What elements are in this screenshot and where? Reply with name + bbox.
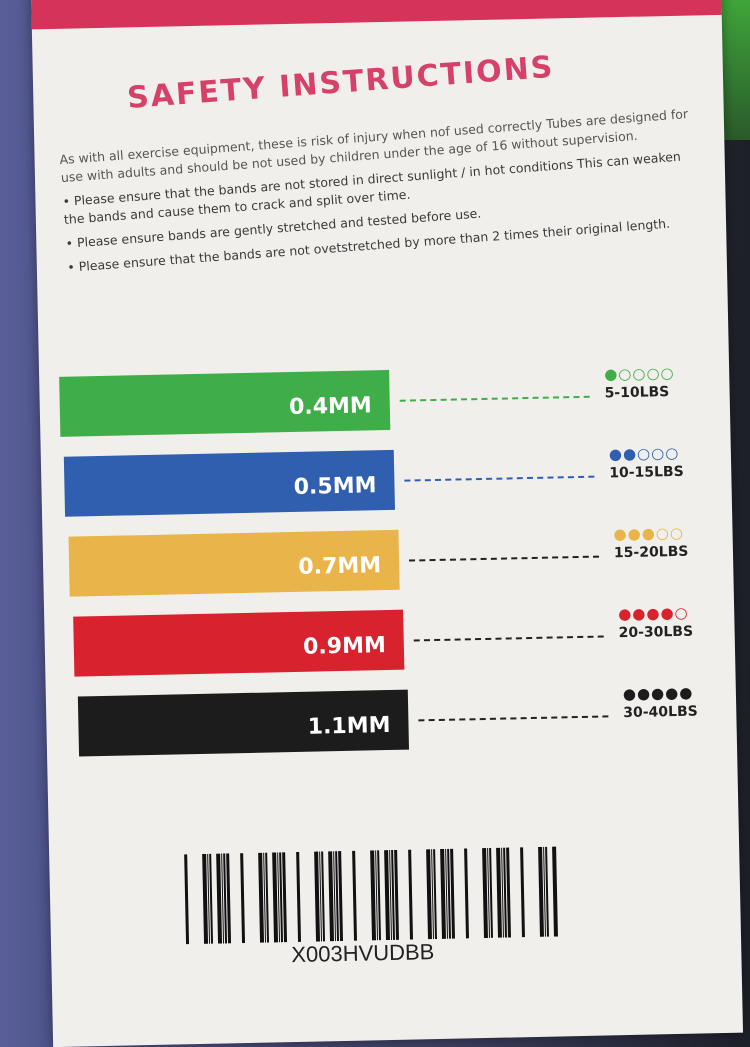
- barcode-bar: [240, 853, 246, 944]
- barcode-bar: [501, 847, 504, 938]
- barcode-bar: [279, 852, 284, 943]
- barcode-bar: [263, 852, 267, 943]
- barcode-bar: [487, 847, 490, 938]
- barcode-bar: [216, 853, 223, 944]
- band-row: 1.1MM ●●●●● 30-40LBS: [77, 683, 728, 777]
- resistance-label: 10-15LBS: [609, 463, 684, 482]
- barcode-bar: [377, 850, 382, 941]
- dashed-connector: [399, 395, 590, 402]
- barcode-bar: [314, 851, 321, 942]
- barcode-bar: [464, 848, 469, 939]
- resistance-label: 5-10LBS: [604, 384, 670, 402]
- barcode-bar: [328, 851, 335, 942]
- barcode-bar: [426, 849, 432, 940]
- resistance-label: 15-20LBS: [613, 543, 689, 562]
- barcode-bar: [370, 850, 377, 941]
- barcode-bar: [496, 847, 502, 938]
- barcode-bar: [352, 850, 358, 941]
- barcode-bar: [338, 851, 344, 942]
- barcode-bar: [450, 848, 455, 939]
- band-swatch: 1.1MM: [77, 689, 410, 757]
- barcode-bar: [489, 847, 493, 938]
- barcode-bar: [221, 853, 225, 944]
- band-row: 0.5MM ●●○○○ 10-15LBS: [63, 443, 723, 537]
- band-swatch: 0.4MM: [59, 369, 391, 437]
- product-box: SAFETY INSTRUCTIONS As with all exercise…: [30, 0, 744, 1047]
- barcode-bar: [207, 853, 211, 944]
- resistance-dots: ●●●○○: [613, 523, 685, 544]
- band-row: 0.7MM ●●●○○ 15-20LBS: [68, 523, 724, 617]
- barcode-bar: [258, 852, 265, 943]
- barcode-bar: [319, 851, 323, 942]
- band-swatch: 0.9MM: [73, 609, 405, 677]
- barcode-bar: [445, 848, 448, 939]
- barcode-bar: [202, 853, 209, 944]
- barcode-bar: [335, 851, 340, 942]
- band-row: 0.9MM ●●●●○ 20-30LBS: [73, 603, 726, 697]
- barcode-bar: [277, 852, 281, 943]
- top-color-strip: [30, 0, 722, 30]
- barcode-text: X003HVUDBB: [291, 939, 435, 968]
- dashed-connector: [413, 635, 604, 642]
- barcode-bar: [223, 853, 228, 944]
- barcode-bar: [375, 850, 379, 941]
- barcode-bar: [333, 851, 337, 942]
- band-chart: 0.4MM ●○○○○ 5-10LBS 0.5MM ●●○○○ 10-15LBS 0…: [59, 363, 727, 777]
- resistance-dots: ●●●●●: [622, 683, 694, 704]
- barcode-bar: [321, 851, 326, 942]
- barcode-bar: [482, 847, 488, 939]
- band-swatch: 0.5MM: [63, 449, 395, 517]
- resistance-dots: ●●●●○: [618, 603, 689, 624]
- barcode-bar: [296, 851, 302, 942]
- barcode-bar: [545, 846, 549, 937]
- barcode-bar: [272, 852, 279, 943]
- resistance-label: 30-40LBS: [623, 703, 698, 722]
- barcode-bar: [440, 848, 446, 939]
- dashed-connector: [404, 475, 595, 482]
- dashed-connector: [418, 715, 609, 722]
- barcode-bar: [520, 847, 525, 938]
- barcode-bar: [394, 849, 400, 940]
- barcode-bar: [265, 852, 270, 943]
- barcode-bar: [431, 849, 434, 940]
- instructions-text: As with all exercise equipment, these is…: [59, 104, 707, 283]
- barcode-bar: [447, 848, 451, 939]
- barcode-bar: [552, 846, 558, 937]
- page-title: SAFETY INSTRUCTIONS: [125, 49, 556, 117]
- barcode-bar: [433, 849, 437, 940]
- dashed-connector: [409, 555, 600, 562]
- barcode-bar: [226, 853, 232, 944]
- barcode-bar: [184, 854, 190, 945]
- resistance-label: 20-30LBS: [618, 623, 694, 642]
- resistance-dots: ●○○○○: [604, 363, 675, 384]
- barcode-bar: [384, 850, 391, 941]
- barcode-bar: [389, 850, 393, 941]
- band-row: 0.4MM ●○○○○ 5-10LBS: [59, 363, 721, 457]
- barcode-bar: [209, 853, 214, 944]
- barcode-bar: [408, 849, 414, 940]
- barcode-bar: [538, 846, 544, 937]
- barcode-bar: [506, 847, 511, 938]
- barcode-bar: [503, 847, 507, 938]
- barcode-bar: [391, 849, 396, 940]
- band-swatch: 0.7MM: [68, 529, 400, 597]
- resistance-dots: ●●○○○: [608, 443, 680, 464]
- barcode: [184, 846, 558, 945]
- barcode-bar: [543, 846, 546, 937]
- barcode-bar: [282, 852, 288, 943]
